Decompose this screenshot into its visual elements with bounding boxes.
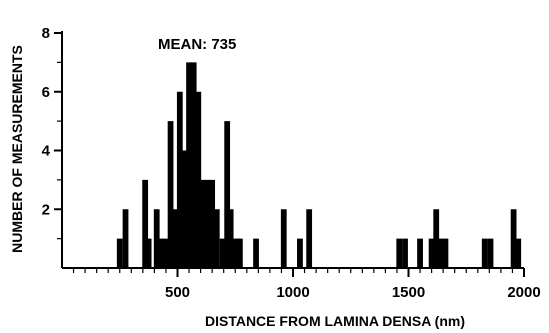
histogram-bar-9: [176, 91, 183, 268]
histogram-bar-32: [433, 209, 440, 268]
histogram-bar-28: [396, 238, 403, 269]
histogram-bar-38: [515, 238, 522, 269]
histogram-bar-36: [487, 238, 494, 269]
bars-group: [116, 62, 522, 269]
histogram-bar-12: [190, 62, 197, 269]
histogram-bar-23: [236, 238, 243, 269]
mean-annotation: MEAN: 735: [158, 36, 236, 53]
histogram-bar-26: [297, 238, 303, 269]
y-tick-label: 2: [42, 201, 50, 218]
histogram-bar-5: [158, 238, 165, 269]
histogram-bar-30: [417, 238, 423, 269]
histogram-bar-21: [231, 238, 237, 269]
histogram-bar-6: [163, 238, 169, 269]
histogram-bar-14: [200, 179, 206, 269]
histogram-bar-25: [280, 209, 287, 268]
histogram-bar-8: [172, 209, 179, 268]
histogram-bar-15: [204, 179, 211, 269]
histogram-bar-7: [167, 121, 174, 269]
histogram-bar-19: [224, 121, 231, 269]
x-tick-label: 500: [165, 284, 190, 301]
y-axis-label: NUMBER OF MEASUREMENTS: [9, 45, 25, 253]
histogram-bar-33: [437, 238, 444, 269]
y-tick-label: 6: [42, 84, 50, 101]
histogram-bar-24: [253, 238, 259, 269]
histogram-bar-18: [219, 238, 226, 269]
x-tick-label: 2000: [507, 284, 540, 301]
x-tick-label: 1000: [276, 284, 309, 301]
histogram-bar-34: [442, 238, 449, 269]
histogram-bar-2: [142, 179, 149, 269]
histogram-bar-35: [481, 238, 488, 269]
x-axis-label: DISTANCE FROM LAMINA DENSA (nm): [205, 313, 465, 329]
histogram-bar-17: [213, 209, 220, 268]
axes-group: [54, 31, 525, 277]
histogram-bar-4: [153, 209, 160, 268]
histogram-bar-27: [306, 209, 313, 268]
y-tick-label: 4: [42, 143, 51, 160]
tick-labels-group: 500 1000 1500 2000 2 4 6 8: [42, 25, 541, 301]
histogram-bar-31: [428, 238, 435, 269]
histogram-bar-1: [122, 209, 129, 268]
histogram-bar-20: [227, 209, 234, 268]
histogram-bar-0: [116, 238, 123, 269]
y-tick-label: 8: [42, 25, 50, 42]
histogram-bar-29: [402, 238, 408, 269]
histogram-bar-16: [209, 179, 216, 269]
histogram-bar-10: [181, 150, 188, 268]
x-tick-label: 1500: [392, 284, 425, 301]
histogram-bar-11: [186, 62, 192, 269]
histogram-bar-37: [510, 209, 517, 268]
histogram-bar-13: [195, 91, 202, 268]
histogram-bar-3: [145, 238, 152, 269]
